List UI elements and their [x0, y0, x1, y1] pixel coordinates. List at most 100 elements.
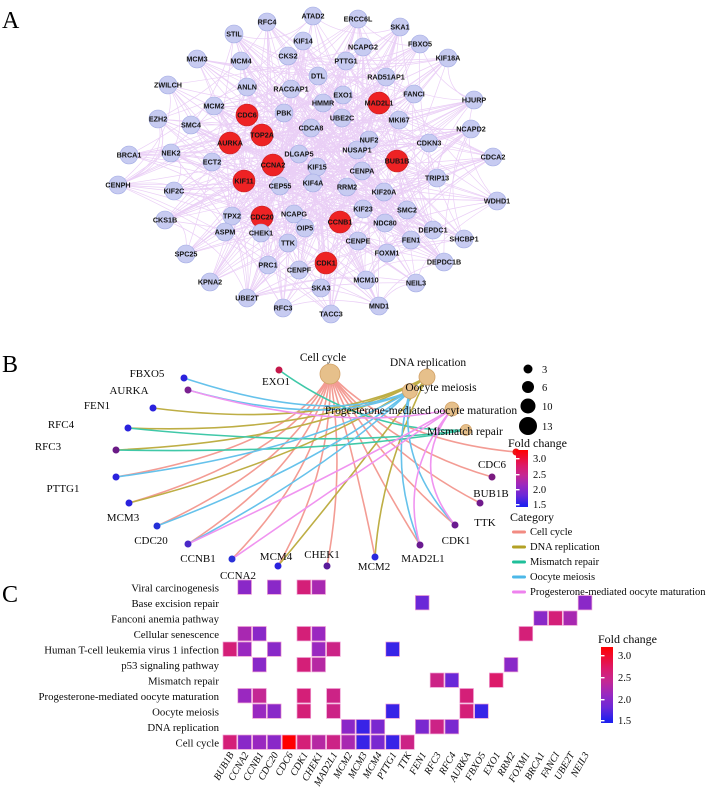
gene-label-MND1: MND1 [369, 302, 389, 311]
gene-dot-MCM3 [125, 499, 133, 507]
heatmap-row-label: Human T-cell leukemia virus 1 infection [44, 645, 219, 657]
gene-label-SHCBP1: SHCBP1 [449, 235, 478, 244]
gene-label-KIF23: KIF23 [353, 205, 373, 214]
network-edge [261, 216, 332, 315]
network-edge [302, 40, 498, 202]
gene-label-DEPDC1: DEPDC1 [418, 226, 447, 235]
edge-CCNA2-to-pathway [231, 373, 331, 560]
gene-label-BUB1B: BUB1B [385, 157, 410, 166]
fold-change-tick-label-c: 1.5 [618, 716, 631, 727]
gene-label-RFC4: RFC4 [258, 18, 277, 27]
network-edge [290, 88, 385, 193]
heatmap-cell-MAD2L1-r4 [326, 641, 341, 657]
gene-label-ZWILCH: ZWILCH [154, 81, 182, 90]
network-edge [339, 128, 472, 223]
edge-FBXO5-to-pathway [183, 377, 411, 407]
fold-change-tick-label: 2.5 [533, 470, 546, 481]
network-edge [272, 40, 304, 166]
gene-dot-FEN1 [149, 404, 157, 412]
gene-node-ERCC6L [348, 9, 368, 29]
gene-node-SKA3 [311, 278, 331, 298]
gene-label-KIF20A: KIF20A [372, 188, 397, 197]
gene-node-RAD51AP1 [376, 67, 396, 87]
gene-node-CDCA8 [301, 118, 321, 138]
gene-node-TACC3 [321, 304, 341, 324]
panel-c-heatmap: Viral carcinogenesis Base excision repair… [39, 579, 657, 789]
gene-dot-EXO1 [275, 366, 283, 374]
network-edge [190, 18, 359, 126]
network-edge [185, 76, 387, 255]
edge-MCM4-to-pathway [277, 373, 331, 567]
network-edge [261, 55, 289, 218]
heatmap-row-label: Fanconi anemia pathway [111, 614, 220, 626]
network-edge [164, 112, 285, 221]
gene-node-ANLN [237, 77, 257, 97]
size-legend-dot [523, 364, 533, 374]
heatmap-cell-CHEK1-r5 [311, 657, 326, 673]
gene-node-EXO1 [333, 85, 353, 105]
heatmap-cell-CCNB1-r8 [252, 703, 267, 719]
gene-label-NCAPG2: NCAPG2 [348, 43, 378, 52]
network-edge [240, 60, 370, 141]
gene-label-DEPDC1B: DEPDC1B [427, 258, 461, 267]
gene-dot-BUB1B [488, 473, 496, 481]
gene-label-KIF4A: KIF4A [303, 179, 324, 188]
fold-change-tick-label: 2.0 [533, 485, 546, 496]
gene-dot-CCNB1 [184, 540, 192, 548]
gene-label-RFC3: RFC3 [35, 441, 62, 453]
gene-node-STIL [224, 24, 244, 44]
fold-change-tick-c [601, 699, 605, 701]
edge-MCM2-to-pathway [374, 376, 428, 558]
gene-node-SHCBP1 [454, 229, 474, 249]
gene-label-NUF2: NUF2 [360, 136, 379, 145]
gene-label-WDHD1: WDHD1 [484, 197, 510, 206]
gene-node-CENPH [108, 175, 128, 195]
fold-change-legend-title-c: Fold change [598, 632, 657, 646]
gene-label-MCM3: MCM3 [186, 55, 207, 64]
category-legend-item: Mismatch repair [530, 557, 600, 568]
heatmap-cell-MCM4-r9 [370, 719, 386, 735]
network-edge [290, 88, 367, 281]
gene-node-KIF4A [303, 173, 323, 193]
gene-label-CDC20: CDC20 [134, 535, 168, 547]
gene-label-OIP5: OIP5 [297, 224, 313, 233]
gene-label-KIF18A: KIF18A [436, 54, 461, 63]
gene-node-DTL [308, 66, 328, 86]
panel-c-label: C [2, 582, 18, 608]
edge-CCNB1-to-pathway [187, 390, 411, 545]
heatmap-cell-FEN1-r1 [415, 595, 430, 611]
network-edge [157, 21, 268, 120]
edge-TTK-to-pathway [329, 373, 481, 504]
gene-node-NDC80 [375, 213, 395, 233]
gene-node-KIF2C [164, 181, 184, 201]
gene-label-RFC4: RFC4 [48, 419, 75, 431]
fold-change-tick-label-c: 2.5 [618, 673, 631, 684]
fold-change-gradient-bar [516, 450, 528, 507]
gene-node-ASPM [215, 222, 235, 242]
network-edge [330, 222, 386, 315]
gene-label-KIF2C: KIF2C [164, 187, 185, 196]
fold-change-tick-label-c: 3.0 [618, 651, 631, 662]
edge-CDK1-to-pathway [429, 408, 456, 526]
gene-node-MKI67 [389, 110, 409, 130]
gene-node-EZH2 [148, 109, 168, 129]
network-edge [468, 99, 498, 202]
gene-node-NEK2 [161, 143, 181, 163]
network-edge [302, 40, 358, 151]
gene-label-CENPH: CENPH [105, 181, 130, 190]
gene-node-MCM3 [187, 49, 207, 69]
edge-MAD2L1-to-pathway [400, 390, 421, 546]
fold-change-tick-label-c: 2.0 [618, 695, 631, 706]
gene-label-FOXM1: FOXM1 [375, 249, 400, 258]
gene-node-PTTG1 [336, 51, 356, 71]
category-swatch [512, 590, 526, 594]
gene-node-SMC4 [181, 115, 201, 135]
heatmap-cell-PTTG1-r4 [385, 641, 400, 657]
hub-gene-node-AURKA [218, 131, 242, 155]
gene-label-KIF14: KIF14 [293, 37, 313, 46]
gene-label-UBE2C: UBE2C [330, 114, 354, 123]
gene-label-SMC4: SMC4 [181, 121, 201, 130]
network-edge [164, 219, 289, 244]
network-edge [246, 282, 417, 299]
heatmap-row-label: p53 signaling pathway [121, 660, 219, 672]
